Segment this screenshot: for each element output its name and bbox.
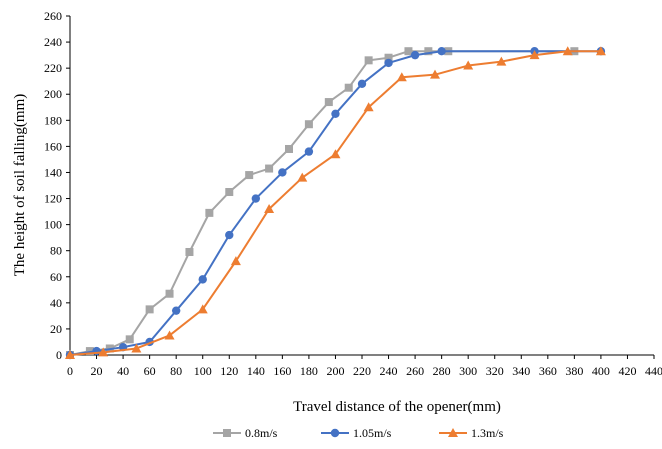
data-point — [437, 47, 446, 56]
data-point — [285, 144, 293, 153]
data-point — [65, 350, 75, 359]
data-point — [125, 335, 134, 344]
x-tick-label: 300 — [459, 364, 477, 378]
legend-item: 1.05m/s — [321, 426, 392, 440]
legend-item: 1.3m/s — [439, 426, 504, 440]
data-point — [404, 47, 413, 56]
data-point — [304, 120, 313, 129]
data-point — [225, 188, 234, 197]
data-point — [384, 53, 393, 62]
y-tick-label: 200 — [44, 87, 62, 101]
y-tick-label: 80 — [50, 244, 62, 258]
x-tick-label: 320 — [486, 364, 504, 378]
x-tick-label: 60 — [144, 364, 156, 378]
x-tick-label: 440 — [645, 364, 662, 378]
x-tick-label: 380 — [565, 364, 583, 378]
legend: 0.8m/s 1.05m/s 1.3m/s — [213, 426, 504, 440]
x-tick-label: 180 — [300, 364, 318, 378]
x-tick-label: 140 — [247, 364, 265, 378]
y-tick-label: 160 — [44, 139, 62, 153]
data-point — [529, 50, 540, 60]
data-point — [424, 47, 433, 56]
data-point — [410, 50, 420, 60]
axes: 0 20 40 60 80 100 120 140 160 180 200 220 240 260 0 20 4… — [44, 9, 662, 378]
x-axis-label: Travel distance of the opener(mm) — [293, 399, 501, 415]
y-tick-label: 220 — [44, 61, 62, 75]
data-point — [265, 164, 274, 173]
data-point — [297, 172, 308, 182]
data-point — [344, 83, 353, 92]
series-0.8m/s — [66, 47, 579, 359]
data-point — [264, 203, 275, 213]
x-tick-label: 80 — [170, 364, 182, 378]
series-1.3m/s — [65, 46, 606, 359]
y-tick-label: 0 — [56, 348, 62, 362]
data-point — [357, 79, 367, 89]
x-tick-label: 340 — [512, 364, 530, 378]
data-point — [324, 98, 333, 107]
y-axis-label: The height of soil falling(mm) — [12, 94, 28, 276]
legend-marker — [330, 428, 340, 438]
y-tick-label: 60 — [50, 270, 62, 284]
y-tick-label: 100 — [44, 218, 62, 232]
data-point — [145, 305, 154, 314]
data-point — [304, 147, 314, 156]
y-tick-label: 180 — [44, 113, 62, 127]
x-tick-label: 260 — [406, 364, 424, 378]
data-point — [164, 330, 175, 340]
data-point — [331, 109, 340, 118]
data-point — [171, 306, 181, 315]
legend-label: 1.3m/s — [471, 426, 504, 440]
data-point — [165, 289, 174, 298]
x-tick-label: 160 — [273, 364, 291, 378]
data-point — [197, 304, 208, 314]
data-point — [185, 247, 194, 256]
x-tick-label: 280 — [433, 364, 451, 378]
data-point — [562, 46, 573, 56]
data-point — [131, 343, 142, 353]
data-point — [363, 102, 374, 112]
y-tick-label: 20 — [50, 322, 62, 336]
data-point — [496, 56, 507, 66]
y-tick-label: 40 — [50, 296, 62, 310]
data-point — [205, 208, 214, 217]
x-tick-label: 360 — [539, 364, 557, 378]
x-tick-label: 20 — [91, 364, 103, 378]
data-point — [230, 256, 241, 266]
data-point — [384, 58, 393, 68]
data-point — [245, 171, 254, 180]
x-tick-label: 100 — [194, 364, 212, 378]
x-tick-label: 0 — [67, 364, 73, 378]
data-point — [595, 46, 606, 56]
x-tick-label: 120 — [220, 364, 238, 378]
y-tick-label: 260 — [44, 9, 62, 23]
data-point — [198, 275, 207, 284]
data-point — [330, 149, 341, 159]
data-point — [396, 72, 407, 82]
legend-label: 1.05m/s — [353, 426, 392, 440]
data-point — [463, 60, 474, 70]
legend-marker — [223, 429, 231, 437]
data-point — [364, 56, 373, 65]
x-tick-label: 200 — [326, 364, 344, 378]
x-tick-label: 220 — [353, 364, 371, 378]
data-point — [430, 69, 440, 79]
x-tick-label: 240 — [380, 364, 398, 378]
x-tick-label: 400 — [592, 364, 610, 378]
series-layer — [65, 46, 606, 360]
y-tick-label: 240 — [44, 35, 62, 49]
y-tick-label: 120 — [44, 192, 62, 206]
data-point — [251, 194, 261, 203]
legend-label: 0.8m/s — [245, 426, 278, 440]
data-point — [98, 347, 109, 357]
legend-marker — [448, 428, 458, 437]
data-point — [278, 168, 287, 177]
y-tick-label: 140 — [44, 165, 62, 179]
x-tick-label: 40 — [117, 364, 129, 378]
data-point — [225, 230, 234, 240]
x-tick-label: 420 — [618, 364, 636, 378]
legend-item: 0.8m/s — [213, 426, 278, 440]
